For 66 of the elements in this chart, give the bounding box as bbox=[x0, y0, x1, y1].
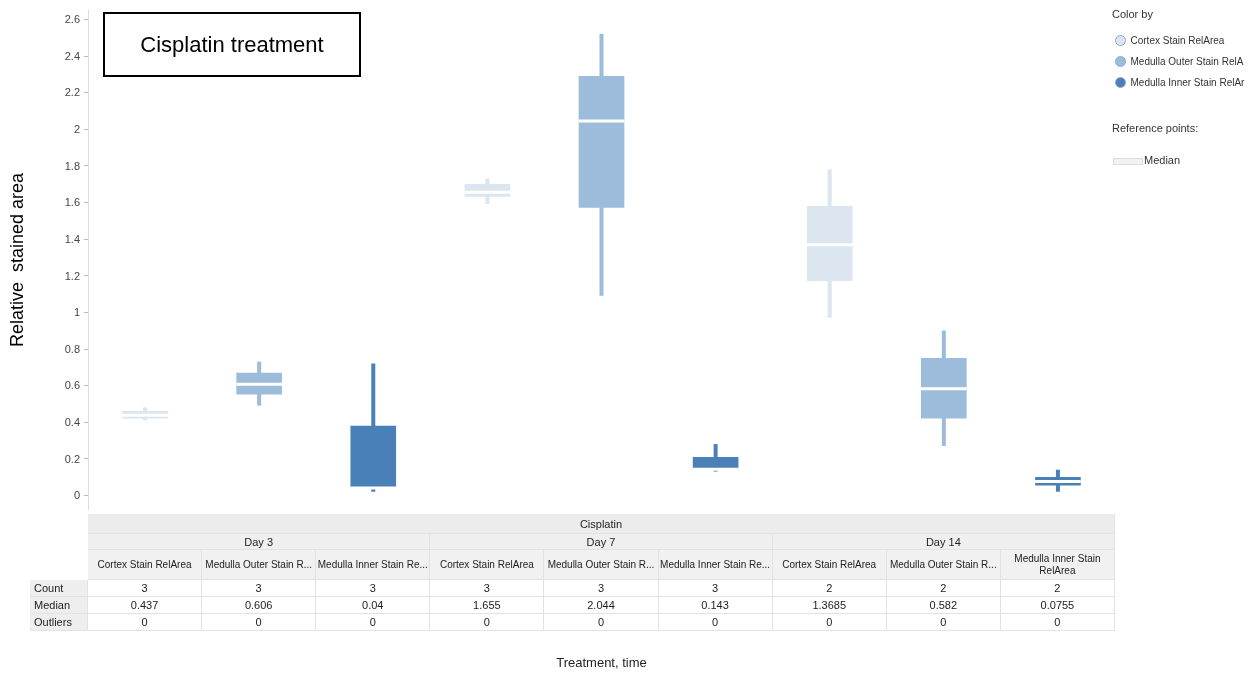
text: 2 bbox=[772, 580, 887, 597]
text: Cisplatin bbox=[88, 514, 1115, 534]
text: 0 bbox=[1000, 614, 1115, 631]
text: 2 bbox=[886, 580, 1001, 597]
text: 3 bbox=[544, 580, 659, 597]
text: Median bbox=[1144, 154, 1181, 166]
text: 0 bbox=[202, 614, 317, 631]
y-tick-label: 0.2 bbox=[64, 452, 80, 465]
x-tick-label: Cortex Stain RelArea bbox=[88, 550, 203, 580]
x-tick-label: Medulla Outer Stain R... bbox=[544, 550, 659, 580]
text: Day 3 bbox=[88, 534, 431, 550]
text: 0.0755 bbox=[1000, 597, 1115, 614]
y-tick-label: 2 bbox=[73, 123, 80, 136]
y-tick-label: 1.2 bbox=[64, 269, 80, 282]
text: 0.582 bbox=[886, 597, 1001, 614]
text: Day 7 bbox=[430, 534, 773, 550]
x-tick-label: Medulla Outer Stain R... bbox=[886, 550, 1001, 580]
y-tick-label: 0 bbox=[73, 489, 80, 502]
text: 0 bbox=[544, 614, 659, 631]
text: 3 bbox=[202, 580, 317, 597]
text: 0 bbox=[316, 614, 431, 631]
text: 0 bbox=[886, 614, 1001, 631]
text: Count bbox=[30, 580, 88, 597]
text: Median bbox=[30, 597, 88, 614]
x-tick-label: Cortex Stain RelArea bbox=[772, 550, 887, 580]
text: 0 bbox=[772, 614, 887, 631]
y-tick-label: 2.6 bbox=[64, 13, 80, 26]
text: 3 bbox=[658, 580, 773, 597]
x-tick-label: Medulla Outer Stain R... bbox=[202, 550, 317, 580]
text: 2 bbox=[1000, 580, 1115, 597]
y-tick-label: 1 bbox=[73, 306, 80, 319]
text: 0.606 bbox=[202, 597, 317, 614]
y-tick-label: 1.6 bbox=[64, 196, 80, 209]
text: 0 bbox=[88, 614, 203, 631]
text: Cisplatin treatment bbox=[103, 12, 361, 77]
text: 0.04 bbox=[316, 597, 431, 614]
y-tick-label: 1.8 bbox=[64, 159, 80, 172]
text: 0 bbox=[658, 614, 773, 631]
x-tick-label: Medulla Inner Stain RelArea bbox=[1000, 550, 1115, 580]
text: 3 bbox=[88, 580, 203, 597]
text: 0 bbox=[430, 614, 545, 631]
y-tick-label: 2.4 bbox=[64, 49, 80, 62]
y-tick-label: 2.2 bbox=[64, 86, 80, 99]
text: 3 bbox=[430, 580, 545, 597]
text: Outliers bbox=[30, 614, 88, 631]
annotation: Reference points: bbox=[1112, 122, 1199, 134]
x-tick-label: Medulla Inner Stain Re... bbox=[658, 550, 773, 580]
legend-label: Cortex Stain RelArea bbox=[1130, 35, 1225, 46]
y-tick-label: 0.8 bbox=[64, 342, 80, 355]
text: 1.3685 bbox=[772, 597, 887, 614]
y-tick-label: 0.6 bbox=[64, 379, 80, 392]
text: Treatment, time bbox=[555, 655, 648, 670]
legend-label: Medulla Inner Stain RelAr bbox=[1130, 77, 1246, 88]
x-tick-label: Cortex Stain RelArea bbox=[430, 550, 545, 580]
text: 2.044 bbox=[544, 597, 659, 614]
y-tick-label: 0.4 bbox=[64, 416, 80, 429]
legend-label: Medulla Outer Stain RelA bbox=[1130, 56, 1244, 67]
text: 0.437 bbox=[88, 597, 203, 614]
y-tick-label: 1.4 bbox=[64, 232, 80, 245]
x-tick-label: Medulla Inner Stain Re... bbox=[316, 550, 431, 580]
text: 0.143 bbox=[658, 597, 773, 614]
text: 1.655 bbox=[430, 597, 545, 614]
text: 3 bbox=[316, 580, 431, 597]
y-axis-title: Relative stained area bbox=[7, 171, 27, 348]
text: Day 14 bbox=[772, 534, 1115, 550]
legend-title: Color by bbox=[1112, 7, 1154, 20]
